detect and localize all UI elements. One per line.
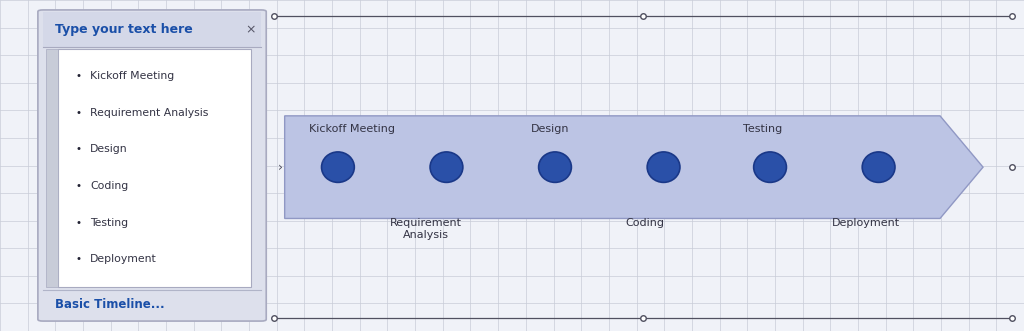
Text: •: • — [76, 218, 82, 228]
Text: •: • — [76, 145, 82, 155]
Text: •: • — [76, 181, 82, 191]
Text: Design: Design — [90, 145, 128, 155]
Ellipse shape — [647, 152, 680, 182]
Bar — [43, 12, 261, 47]
Text: Kickoff Meeting: Kickoff Meeting — [309, 124, 395, 134]
Text: Design: Design — [530, 124, 569, 134]
Text: Kickoff Meeting: Kickoff Meeting — [90, 71, 174, 81]
Bar — [46, 49, 58, 287]
FancyBboxPatch shape — [38, 10, 266, 321]
Ellipse shape — [322, 152, 354, 182]
Text: •: • — [76, 255, 82, 264]
Text: Deployment: Deployment — [90, 255, 157, 264]
Polygon shape — [285, 116, 983, 218]
Text: Requirement Analysis: Requirement Analysis — [90, 108, 209, 118]
Ellipse shape — [754, 152, 786, 182]
Text: Type your text here: Type your text here — [55, 23, 194, 36]
Text: •: • — [76, 108, 82, 118]
Ellipse shape — [862, 152, 895, 182]
Text: Coding: Coding — [90, 181, 128, 191]
Ellipse shape — [539, 152, 571, 182]
Text: Coding: Coding — [626, 218, 665, 228]
Text: Testing: Testing — [90, 218, 128, 228]
Text: Testing: Testing — [743, 124, 782, 134]
Text: ›: › — [279, 161, 283, 174]
Text: ×: × — [246, 23, 256, 36]
Text: Requirement
Analysis: Requirement Analysis — [390, 218, 462, 240]
Bar — [43, 290, 261, 319]
Ellipse shape — [430, 152, 463, 182]
Bar — [58, 49, 251, 287]
Text: Basic Timeline...: Basic Timeline... — [55, 298, 165, 311]
Text: Deployment: Deployment — [833, 218, 900, 228]
Text: •: • — [76, 71, 82, 81]
